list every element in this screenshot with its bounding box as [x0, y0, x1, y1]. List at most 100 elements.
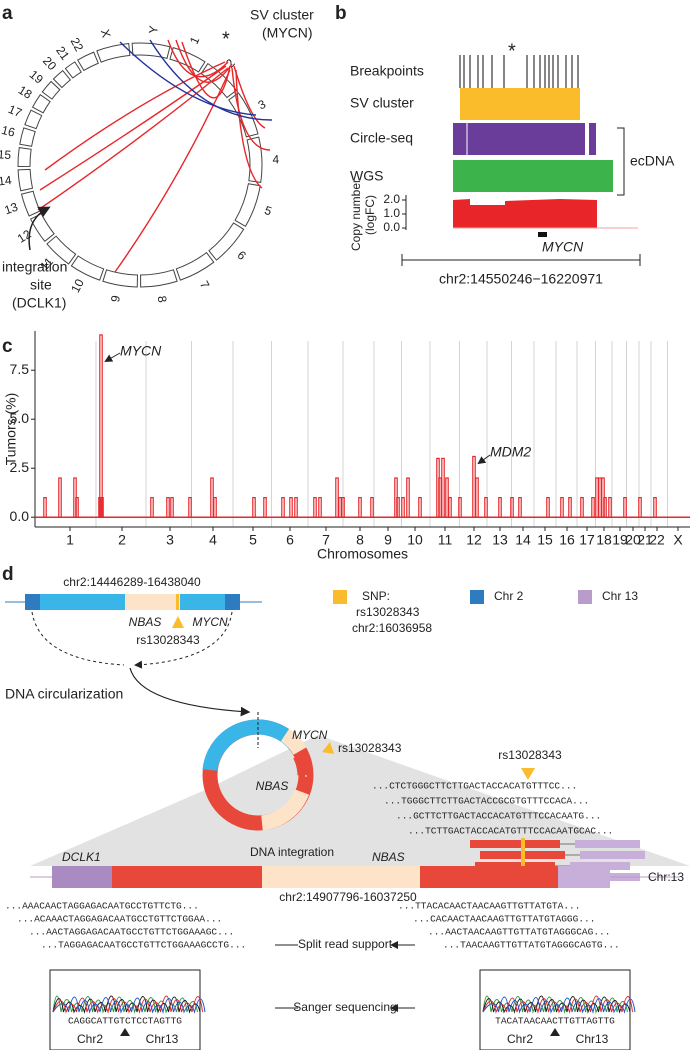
x-axis-label: Chromosomes: [317, 546, 408, 562]
snp-label: rs13028343: [136, 633, 200, 647]
bar: [441, 457, 445, 518]
x-tick-label: 18: [596, 532, 612, 548]
legend-label: chr2:16036958: [352, 621, 432, 635]
bar: [396, 497, 400, 518]
x-tick-label: 6: [286, 532, 294, 548]
bar: [418, 497, 422, 518]
chromosome-label: 10: [68, 276, 87, 295]
arrow: [104, 352, 121, 362]
bar: [213, 497, 217, 518]
y-axis-label: Tumors (%): [3, 393, 19, 466]
segment: [225, 594, 240, 610]
chromosome-label: 1: [187, 34, 203, 46]
x-tick-label: 3: [166, 532, 174, 548]
trace: [52, 996, 206, 1014]
bar: [406, 477, 410, 518]
breakpoints: [459, 55, 579, 88]
bar: [498, 497, 502, 518]
legend-label: Chr 2: [494, 589, 524, 603]
ideogram: [24, 109, 43, 130]
chromosome-label: 18: [16, 83, 35, 102]
chromosome-label: X: [98, 28, 114, 39]
chr-label: Chr2: [507, 1032, 533, 1046]
x-tick-label: 2: [118, 532, 126, 548]
sequence: ...CACAACTAACAAGTTGTTATGTAGGG...: [413, 914, 595, 925]
ideogram: [234, 183, 261, 228]
bar: [438, 477, 442, 518]
bar: [475, 477, 479, 518]
sequence: ...GCTTCTTGACTACCACATGTTTCCACAATG...: [396, 811, 601, 822]
bar: [472, 455, 476, 518]
zoom-wedge: [30, 735, 690, 866]
segment: [52, 866, 112, 888]
bar: [608, 497, 612, 518]
bar: [313, 497, 317, 518]
bar: [338, 497, 342, 518]
annotation: MYCN: [120, 343, 162, 359]
bar: [560, 497, 564, 518]
chromosome-label: 8: [155, 295, 170, 304]
asterisk: *: [222, 28, 230, 50]
trace: [52, 995, 198, 1014]
bar: [603, 497, 607, 518]
bar: [341, 497, 345, 518]
legend-swatch: [578, 590, 592, 604]
bar: [598, 477, 602, 518]
bar: [188, 497, 192, 518]
bar: [335, 477, 339, 518]
bar: [75, 497, 79, 518]
x-tick-label: 16: [559, 532, 575, 548]
ecdna-label: ecDNA: [630, 153, 675, 169]
sequence: ...TAGGAGACAATGCCTGTTCTGGAAAGCCTG...: [41, 940, 246, 951]
y-tick-label: 0.0: [10, 508, 30, 524]
chromosome-label: Y: [146, 25, 161, 34]
y-tick-label: 2.5: [10, 459, 30, 475]
sequence: ...AAACAACTAGGAGACAATGCCTGTTCTG...: [5, 901, 199, 912]
panel-label: a: [2, 3, 13, 24]
bar: [568, 497, 572, 518]
annotation: MDM2: [490, 444, 531, 460]
sequence: ...TTACACAACTAACAAGTTGTTATGTA...: [398, 901, 580, 912]
arrow: [129, 667, 251, 717]
sequence: ...ACAAACTAGGAGACAATGCCTGTTCTGGAA...: [17, 914, 222, 925]
snp-marker: [172, 616, 184, 628]
sv-cluster-label: SV cluster: [250, 7, 314, 23]
ideogram: [20, 190, 41, 217]
ideogram: [52, 69, 72, 89]
chromosome-label: 7: [197, 278, 213, 291]
panel-label: d: [2, 564, 14, 585]
x-tick-label: 19: [612, 532, 628, 548]
gene-label: NBAS: [372, 850, 405, 864]
integration-label: site: [30, 277, 52, 293]
sequence: CAGGCATTGTCTCCTAGTTG: [68, 1016, 182, 1027]
read: [470, 840, 560, 848]
arrow: [28, 206, 51, 251]
ideogram: [77, 51, 99, 72]
legend-label: Chr 13: [602, 589, 638, 603]
snp-marker: [322, 742, 334, 754]
ideogram: [41, 80, 61, 100]
ideogram: [17, 147, 32, 167]
bar: [638, 497, 642, 518]
bar: [546, 497, 550, 518]
x-tick-label: 4: [209, 532, 217, 548]
bracket: [617, 127, 625, 196]
segment: [25, 594, 40, 610]
x-tick-label: 8: [356, 532, 364, 548]
x-tick-label: 11: [438, 532, 453, 548]
y-tick-label: 5.0: [10, 410, 30, 426]
snp-label: rs13028343: [498, 748, 562, 762]
chart: 0.02.55.07.51 2 3 4 5 6 7 8 9 10 11 12 13 14 15 16 17 18 1…: [3, 331, 690, 562]
legend-swatch: [470, 590, 484, 604]
circle-seq-bar: [453, 123, 585, 155]
chromosome-label: 2: [223, 56, 238, 71]
x-tick-label: 17: [579, 532, 595, 548]
x-tick-label: 15: [537, 532, 553, 548]
sequence: ...AACTAACAAGTTGTTATGTAGGGCAG...: [428, 927, 610, 938]
bar: [166, 497, 170, 518]
gene-label: MYCN: [292, 728, 328, 742]
ideogram: [64, 61, 82, 79]
segment: [262, 866, 420, 888]
chr-label: Chr:13: [648, 870, 684, 884]
